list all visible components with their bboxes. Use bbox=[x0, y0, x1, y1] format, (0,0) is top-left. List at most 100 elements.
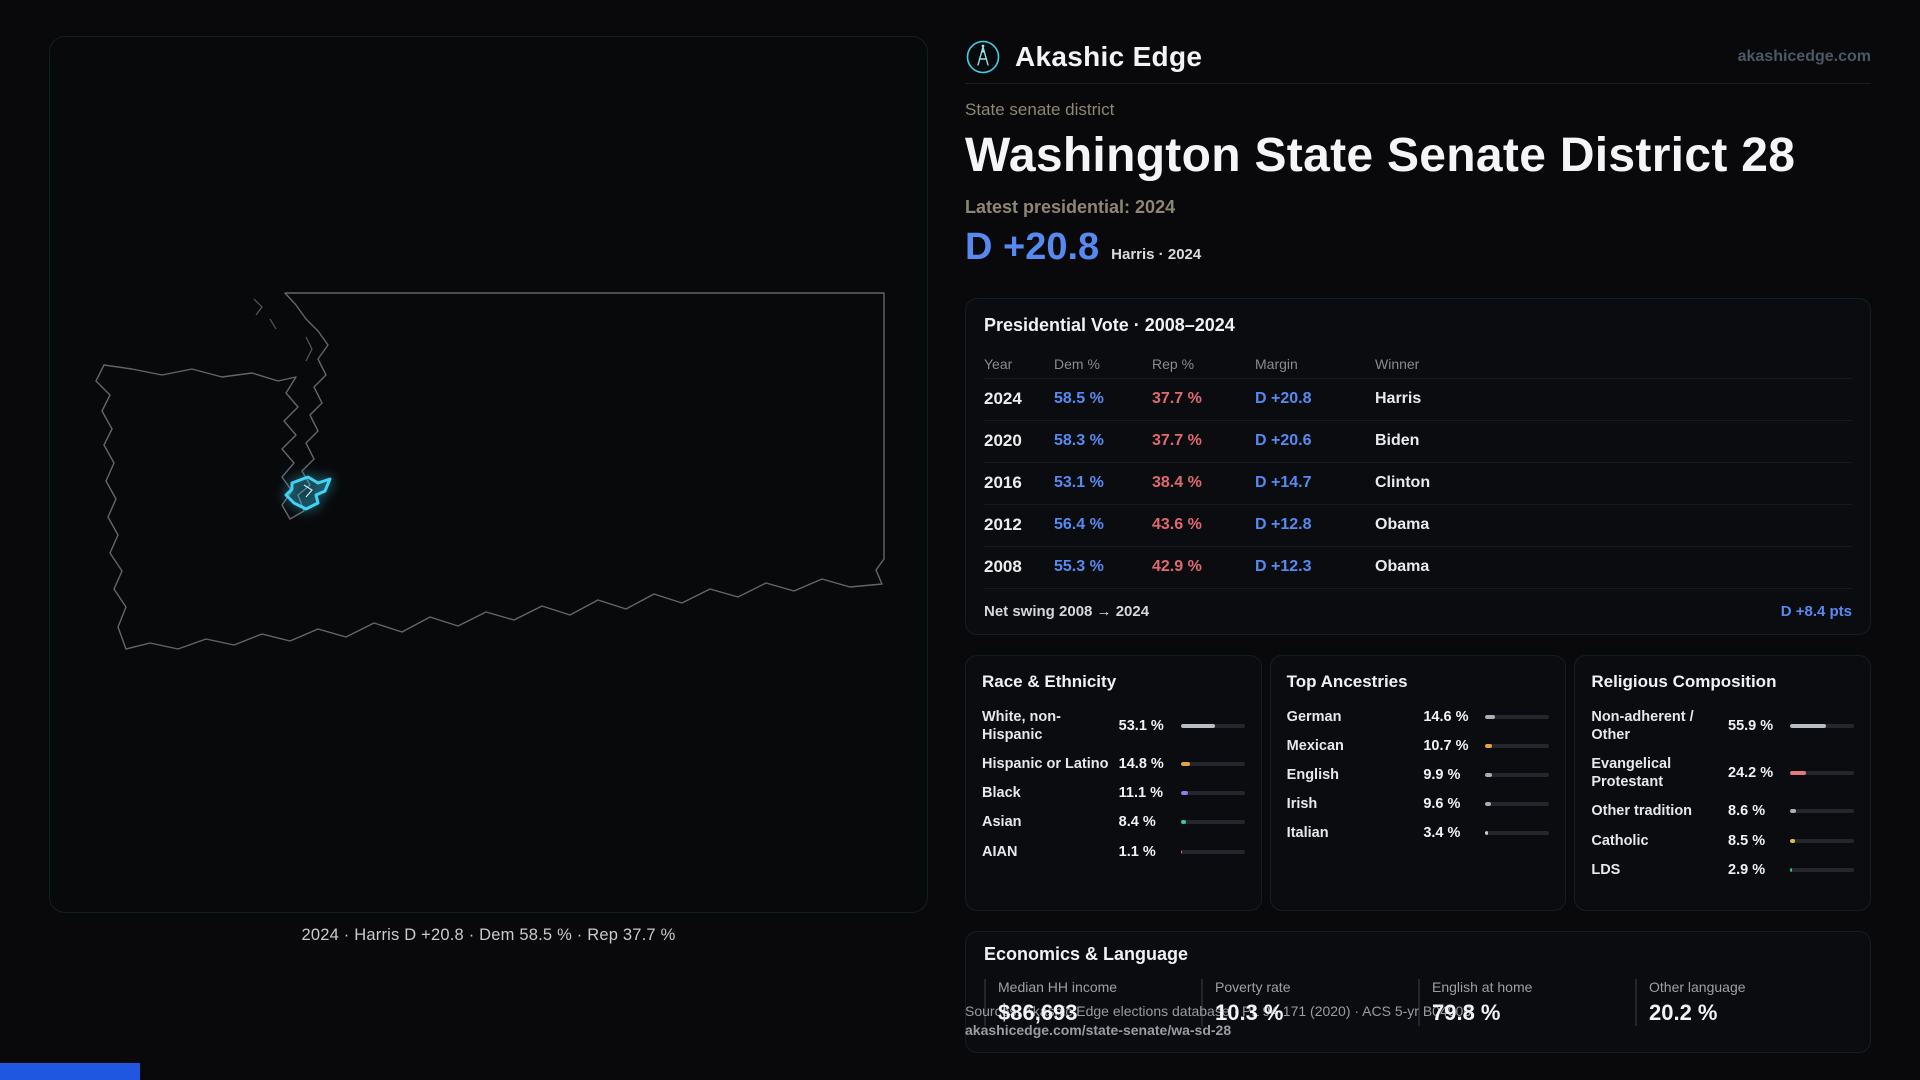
demo-row-item: Non-adherent / Other 55.9 % bbox=[1591, 708, 1855, 744]
demo-value: 9.9 % bbox=[1423, 767, 1461, 784]
stat-value: 10.3 % bbox=[1215, 999, 1284, 1025]
demo-row-item: Other tradition 8.6 % bbox=[1591, 802, 1855, 820]
bar-fill bbox=[1790, 809, 1796, 814]
demo-label: Italian bbox=[1286, 825, 1329, 842]
demo-label: AIAN bbox=[982, 843, 1018, 860]
bar-fill bbox=[1485, 744, 1493, 749]
demo-value: 24.2 % bbox=[1728, 765, 1774, 782]
cell-year: 2008 bbox=[984, 557, 1022, 577]
table-header-row: Year Dem % Rep % Margin Winner bbox=[984, 350, 1852, 378]
table-row: 2024 58.5 % 37.7 % D +20.8 Harris bbox=[984, 377, 1852, 420]
demo-row-item: AIAN 1.1 % bbox=[982, 843, 1245, 861]
stat-other-language: Other language 20.2 % bbox=[1635, 978, 1840, 1026]
bar-track bbox=[1180, 724, 1245, 728]
site-domain-link[interactable]: akashicedge.com bbox=[1737, 47, 1871, 65]
page-title: Washington State Senate District 28 bbox=[965, 129, 1796, 182]
cell-dem-pct: 53.1 % bbox=[1054, 474, 1104, 492]
demo-row-item: Black 11.1 % bbox=[982, 784, 1245, 802]
demographics-section: Race & Ethnicity White, non-Hispanic 53.… bbox=[965, 654, 1872, 911]
demo-value: 10.7 % bbox=[1423, 738, 1469, 755]
cell-margin: D +12.3 bbox=[1255, 558, 1312, 576]
map-caption: 2024 · Harris D +20.8 · Dem 58.5 % · Rep… bbox=[301, 926, 676, 944]
cell-winner: Biden bbox=[1375, 432, 1420, 450]
stat-label: Other language bbox=[1649, 978, 1746, 995]
permalink-link[interactable]: akashicedge.com/state-senate/wa-sd-28 bbox=[965, 1022, 1232, 1038]
bar-track bbox=[1485, 744, 1550, 749]
demo-label: White, non-Hispanic bbox=[982, 708, 1061, 743]
demo-row-item: LDS 2.9 % bbox=[1591, 861, 1855, 879]
bar-track bbox=[1180, 820, 1245, 825]
demo-label: Mexican bbox=[1286, 738, 1344, 754]
bar-fill bbox=[1790, 724, 1826, 728]
bar-track bbox=[1485, 831, 1550, 836]
stat-label: Median HH income bbox=[998, 978, 1118, 995]
demo-row-item: German 14.6 % bbox=[1287, 708, 1550, 726]
footer-sources: Sources: Akashic Edge elections database… bbox=[965, 1002, 1471, 1040]
cell-year: 2024 bbox=[984, 389, 1022, 409]
demo-row-item: Evangelical Protestant 24.2 % bbox=[1591, 755, 1855, 791]
card-title-economics: Economics & Language bbox=[984, 943, 1189, 964]
demo-value: 8.6 % bbox=[1728, 803, 1766, 820]
net-swing-row: Net swing 2008 → 2024 D +8.4 pts bbox=[984, 587, 1852, 634]
cell-year: 2016 bbox=[984, 473, 1022, 493]
demo-row-item: Asian 8.4 % bbox=[982, 813, 1245, 831]
islands-detail bbox=[253, 298, 313, 362]
demo-label: German bbox=[1286, 708, 1342, 725]
stat-value: $86,693 bbox=[998, 999, 1078, 1025]
brand-title: Akashic Edge bbox=[1015, 40, 1203, 72]
demo-label: Non-adherent / Other bbox=[1591, 708, 1694, 743]
akashic-edge-logo-icon bbox=[966, 40, 1000, 73]
column-header-rep: Rep % bbox=[1152, 355, 1195, 372]
demo-row-item: Irish 9.6 % bbox=[1287, 795, 1550, 813]
stat-median-income: Median HH income $86,693 bbox=[984, 978, 1189, 1026]
table-row: 2016 53.1 % 38.4 % D +14.7 Clinton bbox=[984, 461, 1852, 504]
cell-dem-pct: 58.5 % bbox=[1054, 390, 1104, 408]
demo-label: Asian bbox=[982, 814, 1022, 831]
demo-label: English bbox=[1286, 767, 1340, 784]
demo-value: 3.4 % bbox=[1423, 825, 1461, 842]
table-row: 2012 56.4 % 43.6 % D +12.8 Obama bbox=[984, 503, 1852, 546]
stat-value: 20.2 % bbox=[1649, 999, 1718, 1025]
washington-state-map bbox=[95, 292, 885, 650]
demo-label: Catholic bbox=[1591, 832, 1649, 849]
state-outline bbox=[95, 292, 885, 650]
cell-dem-pct: 55.3 % bbox=[1054, 558, 1104, 576]
latest-presidential-label: Latest presidential: 2024 bbox=[965, 197, 1176, 218]
headline-margin: D +20.8 Harris · 2024 bbox=[965, 226, 1871, 270]
cell-rep-pct: 37.7 % bbox=[1152, 390, 1202, 408]
column-header-margin: Margin bbox=[1255, 355, 1298, 372]
bar-fill bbox=[1180, 762, 1191, 767]
cell-margin: D +20.8 bbox=[1255, 390, 1312, 408]
demo-value: 55.9 % bbox=[1728, 718, 1774, 734]
cell-year: 2020 bbox=[984, 431, 1022, 451]
demo-row-item: Mexican 10.7 % bbox=[1287, 737, 1550, 755]
cell-margin: D +14.7 bbox=[1255, 474, 1312, 492]
bar-fill bbox=[1180, 724, 1215, 728]
district-28-inner-detail bbox=[303, 484, 313, 498]
demo-row-item: English 9.9 % bbox=[1287, 766, 1550, 784]
demo-value: 14.8 % bbox=[1118, 756, 1164, 773]
demo-value: 8.4 % bbox=[1118, 814, 1156, 831]
demo-label: Other tradition bbox=[1591, 803, 1693, 820]
demo-value: 14.6 % bbox=[1423, 708, 1469, 725]
district-map-panel[interactable] bbox=[49, 36, 928, 913]
column-header-year: Year bbox=[984, 355, 1013, 372]
demo-label: Black bbox=[982, 785, 1021, 802]
cell-rep-pct: 42.9 % bbox=[1152, 558, 1202, 576]
detail-panel: Akashic Edge akashicedge.com State senat… bbox=[965, 30, 1872, 1053]
cell-dem-pct: 56.4 % bbox=[1054, 516, 1104, 534]
district-type-kicker: State senate district bbox=[965, 100, 1115, 119]
district-28-highlight[interactable] bbox=[284, 475, 332, 511]
demo-value: 9.6 % bbox=[1423, 796, 1461, 813]
bar-fill bbox=[1485, 802, 1492, 807]
site-header: Akashic Edge akashicedge.com bbox=[965, 30, 1871, 84]
bar-track bbox=[1790, 771, 1855, 776]
table-row: 2020 58.3 % 37.7 % D +20.6 Biden bbox=[984, 419, 1852, 462]
demo-value: 53.1 % bbox=[1118, 718, 1164, 734]
presidential-vote-card: Presidential Vote · 2008–2024 Year Dem %… bbox=[965, 297, 1871, 635]
economics-language-card: Economics & Language Median HH income $8… bbox=[965, 930, 1871, 1053]
margin-context: Harris · 2024 bbox=[1111, 246, 1202, 264]
cell-winner: Obama bbox=[1375, 558, 1430, 576]
cell-winner: Harris bbox=[1375, 390, 1422, 408]
